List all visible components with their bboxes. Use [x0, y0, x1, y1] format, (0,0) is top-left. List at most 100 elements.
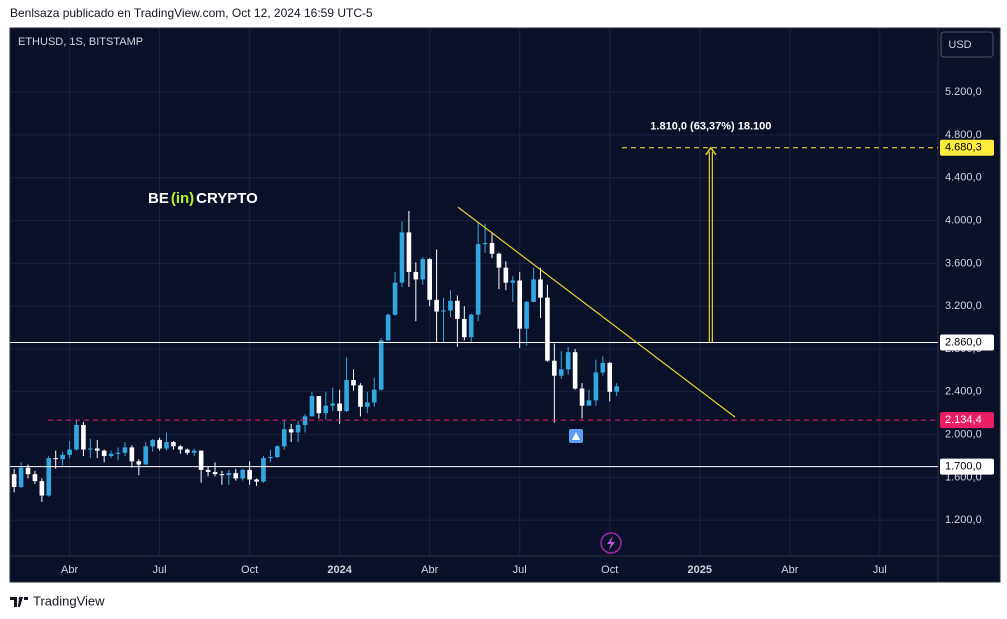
- candle-body: [171, 442, 176, 447]
- candle-body: [413, 271, 419, 280]
- candle-body: [351, 380, 356, 386]
- candle-body: [448, 300, 453, 311]
- candle-body: [219, 474, 225, 476]
- candle-body: [392, 282, 398, 315]
- y-tick-label: 3.600,0: [945, 257, 982, 269]
- candle-body: [399, 232, 405, 283]
- candle-body: [101, 450, 107, 456]
- candle-body: [184, 449, 190, 453]
- logo: BE (in) CRYPTO: [148, 190, 258, 207]
- candle-body: [552, 360, 557, 376]
- chart-panel: [9, 27, 1001, 583]
- x-tick-label: Oct: [241, 564, 258, 576]
- candle-body: [74, 424, 79, 450]
- level-label-bg: [940, 458, 994, 475]
- axis-labels: 1.200,01.600,02.000,02.400,02.800,03.200…: [61, 86, 994, 576]
- x-tick-label: Oct: [601, 564, 618, 576]
- candle-body: [164, 442, 169, 449]
- candle-body: [475, 244, 481, 315]
- candle-body: [337, 403, 342, 412]
- candle-body: [323, 405, 329, 414]
- x-tick-label: 2025: [688, 564, 712, 576]
- logo-a: BE: [148, 190, 169, 207]
- header: Benlsaza publicado en TradingView.com, O…: [10, 6, 373, 20]
- y-tick-label: 4.000,0: [945, 214, 982, 226]
- candle-body: [46, 458, 52, 496]
- level-label: 1.700,0: [945, 461, 982, 473]
- candle-body: [288, 429, 294, 433]
- candle-body: [309, 396, 315, 417]
- candle-body: [115, 452, 121, 454]
- level-label-bg: [940, 334, 994, 351]
- candle-body: [32, 474, 38, 482]
- candle-body: [496, 253, 502, 268]
- candle-body: [378, 340, 384, 390]
- candle-body: [545, 297, 550, 361]
- candle-body: [614, 386, 619, 392]
- candle-body: [108, 453, 114, 456]
- trend-line: [457, 206, 736, 418]
- candle-body: [81, 424, 86, 450]
- candle-body: [517, 280, 523, 329]
- candle-body: [88, 448, 93, 450]
- candle-body: [53, 458, 59, 460]
- candle-body: [143, 446, 149, 465]
- candle-body: [94, 448, 100, 451]
- candle-body: [198, 450, 204, 470]
- currency-button[interactable]: [940, 31, 994, 58]
- footer: TradingView: [33, 593, 105, 608]
- candle-body: [482, 243, 488, 245]
- candle-body: [441, 310, 446, 312]
- level-label: 2.134,4: [945, 414, 982, 426]
- x-tick-label: Abr: [61, 564, 78, 576]
- candle-body: [25, 467, 31, 475]
- logo-c: CRYPTO: [196, 190, 258, 207]
- candle-body: [157, 439, 162, 449]
- candle-body: [247, 469, 252, 480]
- measure-arrowhead: [705, 146, 717, 156]
- candle-body: [295, 424, 301, 433]
- candle-body: [150, 439, 155, 447]
- candle-body: [579, 388, 585, 406]
- candle-body: [233, 473, 239, 479]
- candle-body: [129, 447, 135, 462]
- chart-title: ETHUSD, 1S, BITSTAMP: [18, 36, 143, 48]
- candle-body: [178, 446, 183, 450]
- candle-body: [240, 469, 245, 479]
- y-tick-label: 2.000,0: [945, 428, 982, 440]
- candle-body: [205, 469, 211, 473]
- candle-body: [489, 243, 495, 254]
- candle-body: [510, 280, 516, 283]
- candle-body: [60, 454, 65, 460]
- candle-body: [503, 267, 509, 283]
- candle-body: [468, 314, 474, 338]
- annotation: 1.810,0 (63,37%) 18.100: [650, 121, 771, 133]
- candle-body: [316, 396, 322, 414]
- candle-body: [268, 457, 273, 459]
- currency[interactable]: USD: [948, 39, 971, 51]
- candle-body: [261, 458, 266, 482]
- y-tick-label: 3.200,0: [945, 300, 982, 312]
- candle-body: [420, 259, 426, 280]
- candle-body: [455, 300, 460, 320]
- candle-body: [122, 447, 128, 453]
- candle-body: [600, 362, 606, 373]
- y-tick-label: 5.200,0: [945, 86, 982, 98]
- candle-body: [462, 319, 467, 338]
- candle-body: [11, 474, 17, 487]
- candle-body: [565, 352, 571, 370]
- candle-body: [593, 372, 599, 401]
- level-label: 2.860,0: [945, 336, 982, 348]
- candle-body: [39, 481, 45, 496]
- candle-body: [136, 461, 142, 465]
- candle-body: [344, 380, 349, 412]
- grid: [10, 28, 938, 556]
- candle-body: [406, 232, 412, 272]
- candle-body: [358, 385, 363, 407]
- candle-body: [434, 299, 439, 312]
- candle-body: [281, 429, 287, 447]
- logo-b: (in): [171, 190, 194, 207]
- candle-body: [18, 467, 24, 487]
- x-tick-label: Jul: [873, 564, 887, 576]
